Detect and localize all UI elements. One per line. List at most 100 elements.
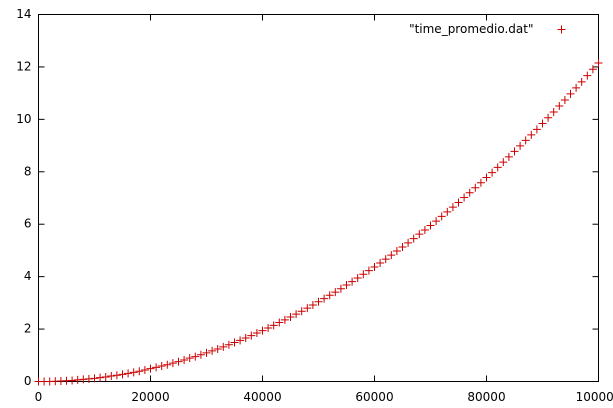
point bbox=[292, 310, 301, 319]
point bbox=[174, 357, 183, 366]
point bbox=[527, 130, 536, 139]
x-tick-label: 20000 bbox=[131, 390, 169, 404]
legend-marker bbox=[557, 25, 566, 34]
point bbox=[84, 374, 93, 383]
point bbox=[488, 168, 497, 177]
point bbox=[342, 281, 351, 290]
point bbox=[258, 326, 267, 335]
point bbox=[280, 315, 289, 324]
point bbox=[219, 342, 228, 351]
point bbox=[124, 369, 133, 378]
plot-border bbox=[38, 14, 599, 382]
point bbox=[101, 373, 110, 382]
point bbox=[560, 95, 569, 104]
point bbox=[544, 113, 553, 122]
point bbox=[398, 243, 407, 252]
point bbox=[331, 288, 340, 297]
point bbox=[336, 284, 345, 293]
point bbox=[180, 356, 189, 365]
point bbox=[348, 277, 357, 286]
point bbox=[415, 230, 424, 239]
point bbox=[443, 207, 452, 216]
point bbox=[163, 360, 172, 369]
point bbox=[286, 313, 295, 322]
point bbox=[577, 77, 586, 86]
point bbox=[146, 364, 155, 373]
y-tick-label: 10 bbox=[16, 112, 31, 126]
point bbox=[432, 217, 441, 226]
x-tick-label: 0 bbox=[35, 390, 43, 404]
point bbox=[353, 273, 362, 282]
point bbox=[157, 362, 166, 371]
point bbox=[247, 331, 256, 340]
point bbox=[387, 251, 396, 260]
point bbox=[538, 119, 547, 128]
x-tick-label: 40000 bbox=[243, 390, 281, 404]
point bbox=[381, 255, 390, 264]
x-tick-label: 100000 bbox=[576, 390, 613, 404]
point bbox=[269, 321, 278, 330]
point bbox=[96, 373, 105, 382]
point bbox=[437, 212, 446, 221]
point bbox=[252, 329, 261, 338]
point bbox=[409, 234, 418, 243]
point bbox=[532, 125, 541, 134]
point bbox=[236, 336, 245, 345]
point bbox=[107, 371, 116, 380]
point bbox=[140, 365, 149, 374]
point bbox=[510, 147, 519, 156]
point bbox=[224, 340, 233, 349]
point bbox=[499, 158, 508, 167]
point bbox=[303, 304, 312, 313]
point bbox=[202, 348, 211, 357]
point bbox=[297, 307, 306, 316]
point bbox=[471, 183, 480, 192]
y-tick-label: 0 bbox=[24, 374, 32, 388]
point bbox=[572, 83, 581, 92]
point bbox=[460, 193, 469, 202]
point bbox=[196, 350, 205, 359]
point bbox=[129, 368, 138, 377]
point bbox=[264, 324, 273, 333]
point bbox=[376, 259, 385, 268]
point bbox=[320, 294, 329, 303]
point bbox=[404, 238, 413, 247]
point bbox=[275, 318, 284, 327]
point bbox=[392, 246, 401, 255]
y-tick-label: 8 bbox=[24, 164, 32, 178]
point bbox=[152, 363, 161, 372]
point bbox=[191, 352, 200, 361]
point bbox=[594, 58, 603, 67]
point bbox=[79, 375, 88, 384]
point bbox=[230, 338, 239, 347]
point bbox=[314, 297, 323, 306]
point bbox=[208, 346, 217, 355]
y-tick-label: 6 bbox=[24, 217, 32, 231]
point bbox=[241, 333, 250, 342]
point bbox=[370, 262, 379, 271]
legend-label: "time_promedio.dat" bbox=[409, 22, 533, 36]
point bbox=[504, 152, 513, 161]
point bbox=[213, 344, 222, 353]
point bbox=[364, 266, 373, 275]
point bbox=[454, 198, 463, 207]
point bbox=[308, 300, 317, 309]
y-tick-label: 12 bbox=[16, 59, 31, 73]
point bbox=[588, 65, 597, 74]
y-tick-label: 14 bbox=[16, 7, 31, 21]
point bbox=[325, 291, 334, 300]
point bbox=[555, 101, 564, 110]
x-tick-label: 60000 bbox=[355, 390, 393, 404]
point bbox=[516, 141, 525, 150]
point bbox=[566, 89, 575, 98]
point bbox=[118, 370, 127, 379]
y-tick-label: 4 bbox=[24, 269, 32, 283]
point bbox=[448, 203, 457, 212]
point bbox=[465, 188, 474, 197]
point bbox=[135, 367, 144, 376]
point bbox=[476, 178, 485, 187]
point bbox=[493, 163, 502, 172]
point bbox=[549, 108, 558, 117]
point bbox=[112, 371, 121, 380]
